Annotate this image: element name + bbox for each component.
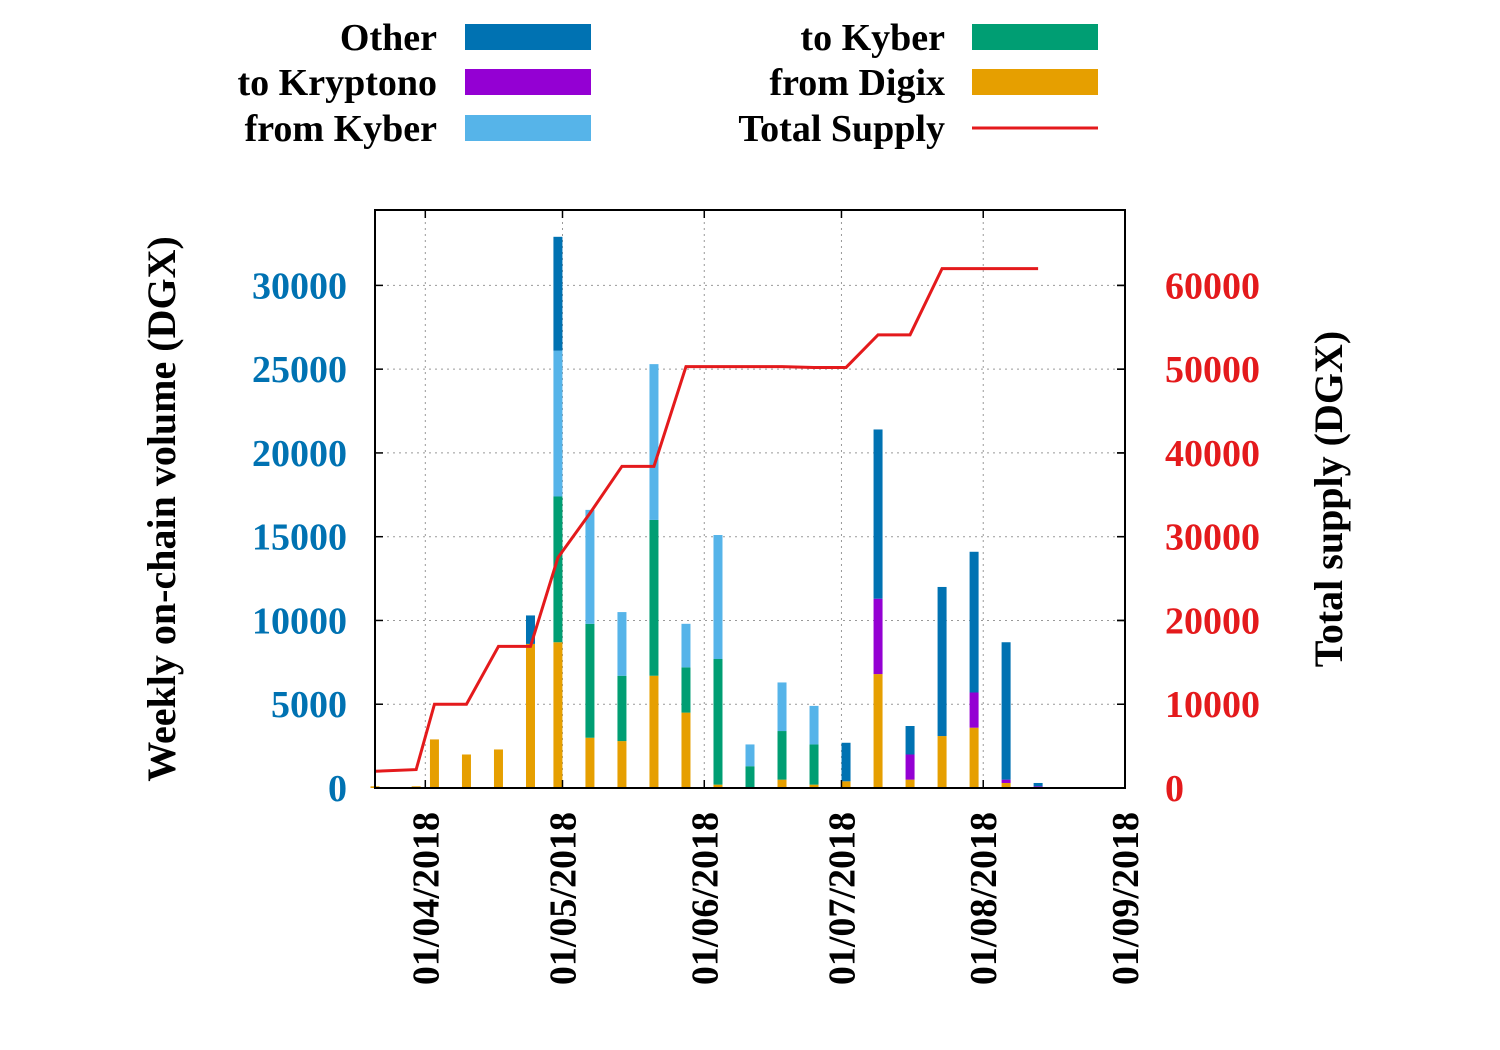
plot-frame [374, 209, 1126, 789]
bar-from-kyber [553, 350, 563, 497]
bar-to-kyber [681, 667, 691, 713]
bar-from-kyber [745, 744, 755, 767]
legend-swatch-from-digix [972, 69, 1098, 95]
legend-label-from-kyber: from Kyber [245, 108, 438, 150]
bar-other [969, 551, 979, 693]
bar-other [937, 586, 947, 737]
bar-from-kyber [617, 612, 627, 676]
bar-from-digix [461, 754, 471, 788]
legend-label-other: Other [340, 17, 437, 59]
legend-label-to-kryptono: to Kryptono [238, 62, 438, 104]
y2-tick-label: 60000 [1165, 265, 1260, 307]
x-tick-label: 01/05/2018 [543, 812, 585, 985]
bar-from-digix [617, 741, 627, 788]
bar-from-digix [553, 642, 563, 788]
y-tick-label: 25000 [252, 349, 347, 391]
bar-from-digix [905, 779, 915, 788]
legend-swatch-other [465, 24, 591, 50]
x-tick-label: 01/09/2018 [1105, 812, 1147, 985]
bar-to-kyber [809, 744, 819, 785]
bar-from-digix [493, 749, 503, 788]
bar-from-kyber [585, 509, 595, 624]
y-tick-label: 0 [328, 768, 347, 810]
y-tick-label: 15000 [252, 517, 347, 559]
legend-label-to-kyber: to Kyber [800, 17, 945, 59]
bar-to-kyber [585, 623, 595, 738]
x-tick-label: 01/07/2018 [821, 812, 863, 985]
bars [370, 236, 1043, 788]
bar-to-kryptono [969, 692, 979, 728]
bar-from-digix [525, 643, 535, 788]
y2-tick-label: 30000 [1165, 517, 1260, 559]
y2-tick-label: 20000 [1165, 600, 1260, 642]
bar-other [905, 726, 915, 755]
bar-other [1001, 642, 1011, 780]
y2-tick-label: 50000 [1165, 349, 1260, 391]
bar-other [841, 742, 851, 782]
bar-from-kyber [713, 535, 723, 659]
bar-from-kyber [681, 623, 691, 668]
bar-from-digix [649, 675, 659, 788]
bar-from-digix [841, 781, 851, 788]
y2-tick-label: 0 [1165, 768, 1184, 810]
bar-to-kryptono [1001, 779, 1011, 783]
bar-to-kyber [649, 519, 659, 676]
bar-other [1033, 782, 1043, 787]
y-axis-label: Weekly on-chain volume (DGX) [139, 236, 184, 782]
bar-from-digix [681, 712, 691, 788]
bar-from-kyber [777, 682, 787, 732]
bar-from-kyber [649, 364, 659, 520]
x-tick-label: 01/04/2018 [405, 812, 447, 985]
y2-tick-label: 40000 [1165, 433, 1260, 475]
bar-from-digix [969, 727, 979, 788]
bar-from-digix [873, 674, 883, 788]
bar-to-kyber [745, 766, 755, 788]
y2-tick-label: 10000 [1165, 684, 1260, 726]
bar-from-digix [1001, 782, 1011, 788]
y2-axis-label: Total supply (DGX) [1306, 331, 1351, 667]
legend-swatch-to-kryptono [465, 69, 591, 95]
legend-label-total-supply: Total Supply [738, 108, 945, 150]
y-tick-label: 20000 [252, 433, 347, 475]
legend-label-from-digix: from Digix [769, 62, 945, 104]
x-tick-label: 01/06/2018 [684, 812, 726, 985]
bar-from-digix [585, 737, 595, 788]
legend-swatch-from-kyber [465, 115, 591, 141]
total-supply-line [374, 267, 1039, 773]
bar-from-digix [429, 739, 439, 788]
bar-from-digix [809, 784, 819, 788]
bar-to-kyber [777, 731, 787, 780]
bar-other [553, 236, 563, 351]
bar-to-kyber [553, 496, 563, 643]
bar-to-kyber [617, 675, 627, 742]
bar-other [873, 429, 883, 599]
bar-to-kryptono [873, 598, 883, 675]
grid [375, 210, 1126, 788]
bar-to-kyber [713, 658, 723, 785]
bar-from-digix [777, 779, 787, 788]
bar-from-digix [713, 784, 723, 788]
legend-swatch-to-kyber [972, 24, 1098, 50]
bar-to-kryptono [905, 754, 915, 780]
bar-other [525, 615, 535, 644]
axes: 0 5000 10000 15000 20000 25000 30000 0 10000 2000… [252, 210, 1260, 985]
y-tick-label: 30000 [252, 265, 347, 307]
bar-from-kyber [809, 705, 819, 745]
y-tick-label: 5000 [271, 684, 347, 726]
total-supply-polyline [374, 267, 1039, 773]
x-tick-label: 01/08/2018 [963, 812, 1005, 985]
bar-from-digix [937, 736, 947, 788]
y-tick-label: 10000 [252, 600, 347, 642]
